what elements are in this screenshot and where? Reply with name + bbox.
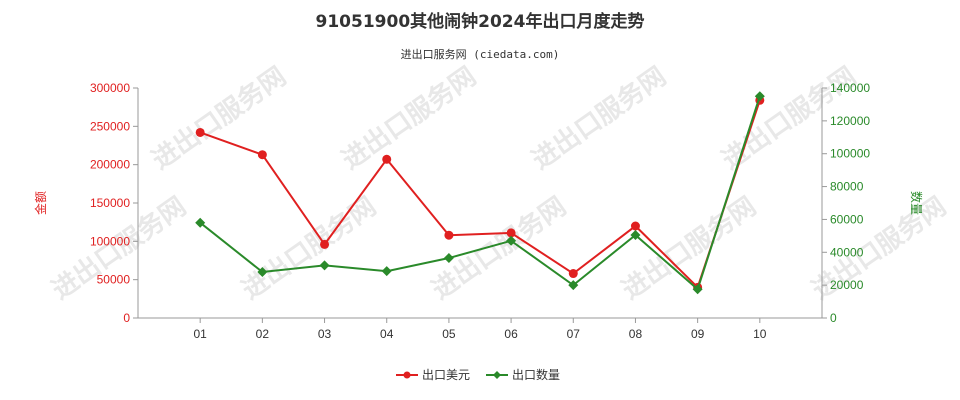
right-tick-label: 0 [830, 311, 837, 325]
data-point-export-quantity[interactable] [195, 217, 206, 228]
right-tick-label: 20000 [830, 278, 864, 292]
data-point-export-quantity[interactable] [506, 235, 517, 246]
x-tick-label: 07 [567, 327, 581, 341]
left-tick-label: 150000 [90, 196, 130, 210]
right-tick-label: 60000 [830, 212, 864, 226]
data-point-export-value[interactable] [506, 228, 516, 238]
data-point-export-value[interactable] [195, 127, 205, 137]
series-line-export-quantity [199, 95, 761, 292]
legend: 出口美元 出口数量 [396, 367, 560, 382]
data-point-export-value[interactable] [382, 154, 392, 164]
left-axis-label: 金额 [33, 191, 48, 215]
x-axis-ticks: 01 02 03 04 05 06 07 08 09 10 [194, 318, 767, 341]
left-tick-label: 200000 [90, 158, 130, 172]
legend-marker-export-quantity [493, 371, 501, 379]
data-point-export-value[interactable] [630, 221, 640, 231]
watermark-text: 进出口服务网 [237, 192, 382, 306]
data-point-export-quantity[interactable] [692, 284, 703, 295]
right-tick-label: 80000 [830, 180, 864, 194]
data-point-export-quantity[interactable] [443, 253, 454, 264]
watermark-text: 进出口服务网 [617, 192, 762, 306]
x-tick-label: 09 [691, 327, 705, 341]
data-point-export-quantity[interactable] [319, 260, 330, 271]
legend-marker-export-value [403, 371, 411, 379]
x-tick-label: 03 [318, 327, 332, 341]
right-tick-label: 40000 [830, 245, 864, 259]
series-layer [195, 91, 765, 295]
watermark-text: 进出口服务网 [147, 62, 292, 176]
legend-label-export-quantity: 出口数量 [512, 367, 560, 382]
data-point-export-value[interactable] [444, 230, 454, 240]
data-point-export-quantity[interactable] [381, 266, 392, 277]
x-tick-label: 08 [629, 327, 643, 341]
x-tick-label: 05 [442, 327, 456, 341]
x-tick-label: 10 [753, 327, 767, 341]
watermark-text: 进出口服务网 [807, 192, 952, 306]
data-point-export-quantity[interactable] [257, 267, 268, 277]
right-tick-label: 140000 [830, 81, 870, 95]
legend-label-export-value: 出口美元 [422, 368, 470, 382]
data-point-export-value[interactable] [320, 239, 330, 249]
data-point-export-quantity[interactable] [568, 280, 579, 291]
watermark-text: 进出口服务网 [427, 192, 572, 306]
x-tick-label: 06 [504, 327, 518, 341]
watermark-text: 进出口服务网 [527, 62, 672, 176]
left-tick-label: 100000 [90, 234, 130, 248]
legend-item-export-quantity[interactable]: 出口数量 [486, 367, 560, 382]
x-tick-label: 02 [256, 327, 270, 341]
right-tick-label: 100000 [830, 147, 870, 161]
series-line-export-value [199, 99, 761, 290]
data-point-export-value[interactable] [568, 269, 578, 279]
left-tick-label: 50000 [97, 273, 131, 287]
data-point-export-quantity[interactable] [754, 91, 765, 102]
data-point-export-value[interactable] [257, 150, 267, 160]
left-tick-label: 300000 [90, 81, 130, 95]
left-axis-ticks: 0 50000 100000 150000 200000 250000 300000 [90, 81, 138, 325]
right-axis-ticks: 0 20000 40000 60000 80000 100000 120000 140000 [822, 81, 870, 325]
data-point-export-quantity[interactable] [630, 230, 641, 241]
x-tick-label: 01 [194, 327, 208, 341]
watermark-text: 进出口服务网 [337, 62, 482, 176]
left-tick-label: 250000 [90, 119, 130, 133]
right-axis-label: 数量 [909, 191, 924, 215]
chart-subtitle: 进出口服务网 (ciedata.com) [401, 47, 560, 61]
right-tick-label: 120000 [830, 114, 870, 128]
legend-item-export-value[interactable]: 出口美元 [396, 368, 470, 382]
left-tick-label: 0 [123, 311, 130, 325]
chart-title: 91051900其他闹钟2024年出口月度走势 [316, 11, 645, 32]
x-tick-label: 04 [380, 327, 394, 341]
